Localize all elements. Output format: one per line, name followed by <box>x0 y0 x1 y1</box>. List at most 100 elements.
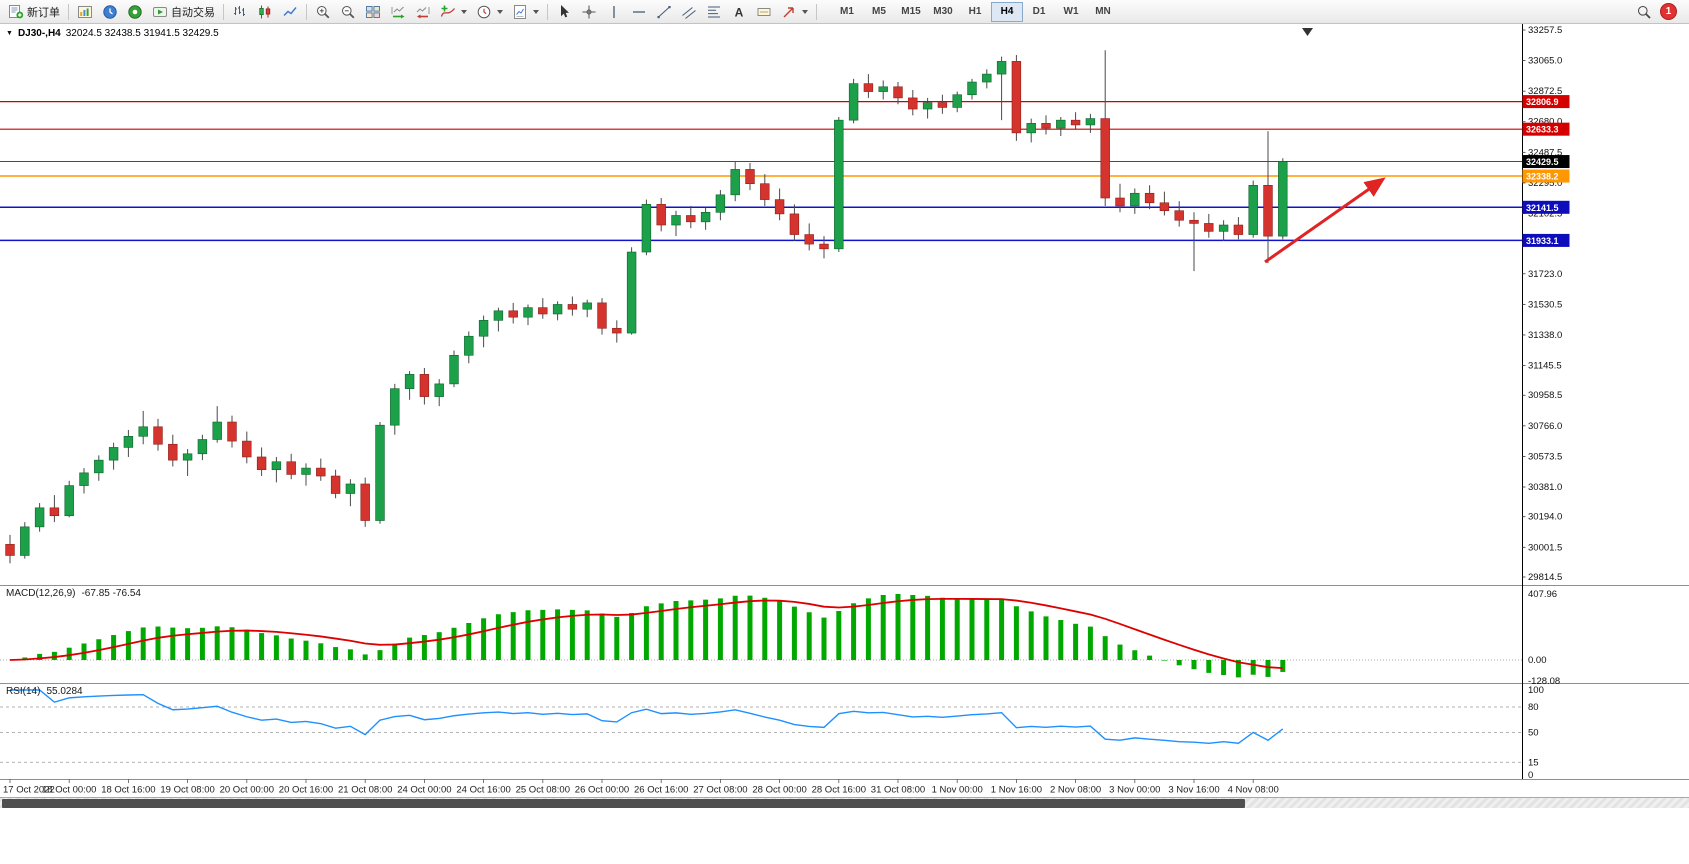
svg-text:32141.5: 32141.5 <box>1526 203 1559 213</box>
svg-text:17 Oct 2022: 17 Oct 2022 <box>3 785 55 796</box>
arrows-tool-button[interactable] <box>777 1 812 23</box>
zoom-out-button[interactable] <box>336 1 360 23</box>
svg-text:32338.2: 32338.2 <box>1526 172 1559 182</box>
new-order-button[interactable]: 新订单 <box>4 1 64 23</box>
vertical-line-tool-button[interactable] <box>602 1 626 23</box>
tf-button-M1[interactable]: M1 <box>840 6 854 17</box>
svg-text:28 Oct 00:00: 28 Oct 00:00 <box>752 785 806 796</box>
bar-chart-mode-button[interactable] <box>228 1 252 23</box>
auto-trading-icon <box>152 4 168 20</box>
svg-text:1 Nov 00:00: 1 Nov 00:00 <box>932 785 983 796</box>
clock-icon <box>476 4 492 20</box>
toolbar-separator <box>547 3 548 20</box>
line-chart-mode-button[interactable] <box>278 1 302 23</box>
timeframe-toolbar: M1 M5 M15 M30 H1 H4 D1 W1 MN <box>831 1 1119 22</box>
navigator-button[interactable] <box>123 1 147 23</box>
indicators-icon <box>440 5 456 20</box>
auto-scroll-icon <box>390 4 405 18</box>
svg-text:31145.5: 31145.5 <box>1528 361 1562 372</box>
zoom-in-icon <box>315 4 331 20</box>
fibonacci-icon <box>708 4 720 20</box>
horizontal-line-tool-button[interactable] <box>627 1 651 23</box>
rsi-label: RSI(14) <box>6 686 41 697</box>
toolbar-separator <box>816 3 817 20</box>
svg-text:30194.0: 30194.0 <box>1528 512 1562 523</box>
candlestick-mode-button[interactable] <box>253 1 277 23</box>
price-badge-32429.5 <box>1522 155 1570 169</box>
price-badge-32338.2 <box>1522 169 1570 183</box>
svg-text:3 Nov 16:00: 3 Nov 16:00 <box>1168 785 1219 796</box>
label-tool-button[interactable] <box>752 1 776 23</box>
zoom-in-button[interactable] <box>311 1 335 23</box>
arrow-shape-icon <box>781 4 797 20</box>
rsi-value: 55.0284 <box>46 686 83 697</box>
tile-windows-icon <box>365 4 381 20</box>
cursor-tool-button[interactable] <box>552 1 576 23</box>
horizontal-scrollbar[interactable] <box>0 797 1689 808</box>
chevron-down-icon <box>497 9 503 14</box>
price-badge-31933.1 <box>1522 233 1570 247</box>
svg-text:28 Oct 16:00: 28 Oct 16:00 <box>812 785 866 796</box>
tf-button-M30[interactable]: M30 <box>933 6 953 17</box>
last-bar-marker <box>1302 28 1313 36</box>
svg-text:31 Oct 08:00: 31 Oct 08:00 <box>871 785 925 796</box>
tf-button-W1[interactable]: W1 <box>1063 6 1079 17</box>
svg-text:15: 15 <box>1528 757 1539 768</box>
svg-text:1 Nov 16:00: 1 Nov 16:00 <box>991 785 1042 796</box>
fibonacci-tool-button[interactable] <box>702 1 726 23</box>
macd-panel[interactable] <box>0 594 1522 678</box>
svg-text:3 Nov 00:00: 3 Nov 00:00 <box>1109 785 1160 796</box>
toolbar-right-group: 1 <box>1636 3 1685 20</box>
indicators-button[interactable] <box>436 1 471 23</box>
trend-arrow[interactable] <box>1264 177 1386 264</box>
periods-button[interactable] <box>472 1 507 23</box>
tf-button-D1[interactable]: D1 <box>1032 6 1046 17</box>
templates-button[interactable] <box>508 1 543 23</box>
svg-text:33257.5: 33257.5 <box>1528 25 1562 36</box>
price-badge-32806.9 <box>1522 95 1570 109</box>
cursor-icon <box>561 4 569 17</box>
crosshair-tool-button[interactable] <box>577 1 601 23</box>
rsi-panel[interactable] <box>0 689 1522 763</box>
rsi-line <box>10 689 1284 745</box>
svg-text:32102.5: 32102.5 <box>1528 208 1562 219</box>
chart-ohlc-values: 32024.5 32438.5 31941.5 32429.5 <box>65 28 219 39</box>
tf-button-H4[interactable]: H4 <box>991 1 1023 22</box>
chevron-down-icon <box>461 9 467 14</box>
svg-text:31933.1: 31933.1 <box>1526 236 1559 246</box>
scrollbar-thumb[interactable] <box>2 799 1245 808</box>
auto-scroll-button[interactable] <box>386 1 410 23</box>
tf-button-M15[interactable]: M15 <box>901 6 921 17</box>
chart-shift-button[interactable] <box>411 1 435 23</box>
tf-button-M5[interactable]: M5 <box>872 6 886 17</box>
channel-tool-button[interactable] <box>677 1 701 23</box>
text-tool-button[interactable]: A <box>727 1 751 23</box>
notification-badge[interactable]: 1 <box>1660 3 1677 20</box>
trendline-tool-button[interactable] <box>652 1 676 23</box>
price-axis[interactable]: 33257.5 33065.0 32872.5 32680.0 32487.5 32295… <box>1522 25 1570 781</box>
tile-windows-button[interactable] <box>361 1 385 23</box>
tf-button-H1[interactable]: H1 <box>968 6 982 17</box>
svg-text:20 Oct 16:00: 20 Oct 16:00 <box>279 785 333 796</box>
market-watch-button[interactable] <box>98 1 122 23</box>
svg-text:24 Oct 00:00: 24 Oct 00:00 <box>397 785 451 796</box>
chart-symbol-icon: ▼ <box>6 30 13 37</box>
new-chart-button[interactable] <box>73 1 97 23</box>
navigator-icon <box>127 4 143 20</box>
svg-text:32295.0: 32295.0 <box>1528 178 1562 189</box>
chart-canvas[interactable]: 33257.5 33065.0 32872.5 32680.0 32487.5 32295… <box>0 24 1689 814</box>
tf-button-MN[interactable]: MN <box>1095 6 1111 17</box>
svg-text:4 Nov 08:00: 4 Nov 08:00 <box>1228 785 1279 796</box>
chart-symbol-period: DJ30-,H4 <box>17 28 61 39</box>
search-icon[interactable] <box>1636 4 1652 20</box>
svg-text:32806.9: 32806.9 <box>1526 97 1559 107</box>
svg-text:32680.0: 32680.0 <box>1528 117 1562 128</box>
template-icon <box>512 4 528 20</box>
svg-text:26 Oct 00:00: 26 Oct 00:00 <box>575 785 629 796</box>
chevron-down-icon <box>533 9 539 14</box>
svg-text:32487.5: 32487.5 <box>1528 147 1562 158</box>
auto-trading-button[interactable]: 自动交易 <box>148 1 219 23</box>
price-panel[interactable] <box>0 50 1522 564</box>
